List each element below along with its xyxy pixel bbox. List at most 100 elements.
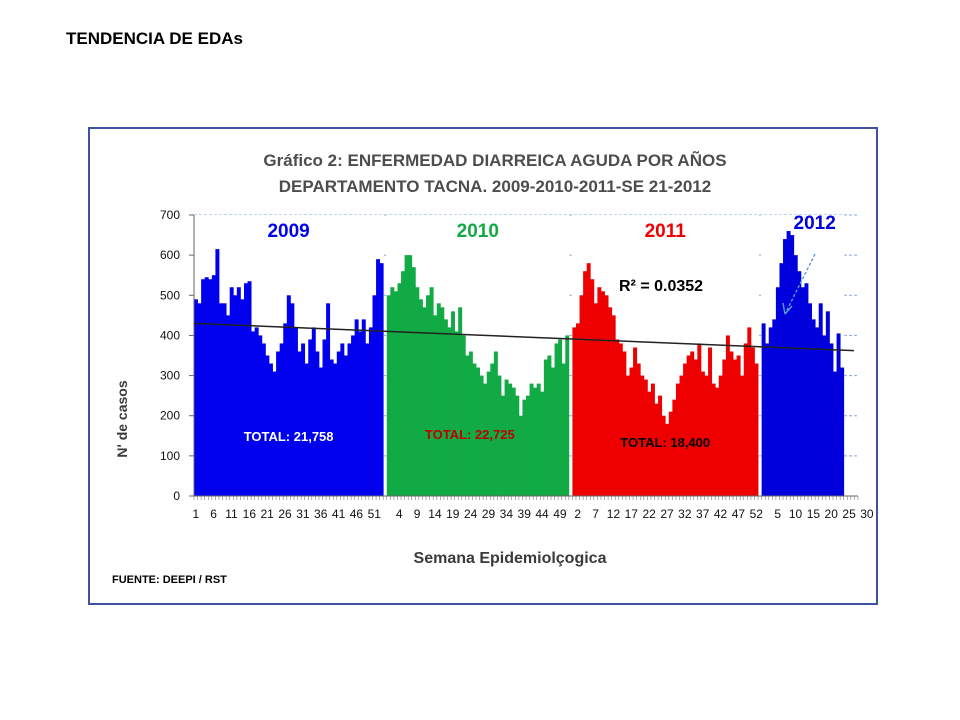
x-tick-label: 12 [607,507,621,521]
bar-2010-36 [511,387,516,496]
bar-2011-47 [736,355,741,496]
bar-2011-43 [722,359,727,496]
bar-2010-49 [558,339,563,496]
bar-2009-22 [268,363,273,496]
trend-line [193,322,855,352]
series-label-2010: 2010 [457,221,499,242]
bar-2011-27 [665,423,670,496]
chart-svg: Gráfico 2: ENFERMEDAD DIARREICA AGUDA PO… [90,129,876,603]
series-label-2011: 2011 [645,221,687,242]
bar-2011-50 [747,327,752,496]
bar-2009-30 [297,351,302,496]
bar-2011-51 [750,347,755,496]
bar-2009-36 [318,367,323,496]
bar-2010-10 [418,299,423,496]
bar-2010-2 [390,287,395,496]
bar-2009-47 [358,331,363,496]
bar-2009-4 [204,277,209,496]
y-tick-label: 500 [160,288,180,302]
bar-2012-5 [775,287,780,496]
bar-2011-30 [675,383,680,496]
bar-2009-19 [258,335,263,496]
x-tick-label: 44 [535,507,549,521]
bar-2009-20 [261,343,266,496]
bar-2011-17 [629,367,634,496]
x-tick-label: 47 [732,507,746,521]
bar-2010-16 [440,307,445,496]
bar-2009-29 [293,327,298,496]
y-tick-labels: 0 100 200 300 400 500 600 700 [160,208,180,503]
bar-2010-28 [483,383,488,496]
bar-2012-17 [818,303,823,496]
bar-2012-2 [765,343,770,496]
bar-2011-22 [647,391,652,496]
x-tick-label: 41 [332,507,346,521]
bar-2011-34 [690,351,695,496]
x-tick-label: 16 [243,507,257,521]
bar-2011-7 [593,303,598,496]
x-tick-label: 37 [696,507,710,521]
series-total-2009: TOTAL: 21,758 [244,429,334,444]
bar-2011-44 [725,335,730,496]
bar-2009-38 [326,303,331,496]
bar-2009-10 [226,315,231,496]
bar-2011-9 [600,291,605,496]
bar-2010-8 [411,267,416,496]
bar-2010-22 [461,335,466,496]
x-tick-labels: 1 6 11 16 21 26 31 36 41 46 51 4 9 14 19 24 29 34 39 44 49 2 7… [192,507,873,521]
x-tick-label: 11 [225,507,238,521]
bar-2009-23 [272,371,277,496]
bar-2011-11 [608,307,613,496]
bar-2011-12 [611,315,616,496]
bar-2010-35 [508,383,513,496]
bars [193,215,845,497]
bar-2010-1 [386,295,391,496]
bar-2010-38 [518,415,523,496]
annotation-arrow-head [782,302,793,315]
x-tick-label: 6 [210,507,217,521]
bar-2009-21 [265,355,270,496]
bar-2011-24 [654,403,659,496]
bar-2010-26 [476,367,480,496]
bar-2009-32 [304,363,309,496]
bar-2010-32 [497,375,502,496]
bar-2011-26 [661,415,666,496]
bar-2010-25 [472,363,477,496]
bar-2010-17 [443,319,448,496]
bar-2011-49 [743,343,748,496]
bar-2012-18 [822,335,827,496]
bar-2009-33 [308,339,313,496]
bar-2012-4 [772,319,777,496]
bar-2011-46 [733,359,738,496]
x-tick-label: 49 [553,507,567,521]
bar-2012-13 [804,283,809,496]
bar-2010-21 [458,307,463,496]
bar-2009-7 [215,249,220,496]
x-tick-label: 24 [464,507,478,521]
bar-2010-43 [536,383,541,496]
x-tick-label: 1 [192,507,199,521]
bar-2010-23 [465,355,470,496]
bar-2010-40 [526,395,530,496]
bar-2009-13 [236,287,241,496]
r-squared-annotation: R² = 0.0352 [619,278,703,295]
bar-2009-9 [222,303,227,496]
y-tick-label: 100 [160,449,180,463]
bar-2009-25 [279,343,284,496]
bar-2011-42 [718,375,723,496]
series-label-2012: 2012 [794,213,836,234]
bar-2010-34 [504,379,509,496]
bar-2010-6 [404,255,409,496]
bar-2012-1 [761,323,766,496]
bar-2012-20 [829,343,834,496]
bar-2011-52 [754,363,759,496]
y-tick-label: 400 [160,328,180,342]
bar-2012-10 [793,255,798,496]
bar-2012-15 [811,319,816,496]
bar-2011-45 [729,351,734,496]
bar-2012-3 [768,327,773,496]
bar-2011-28 [668,411,673,496]
bar-2009-16 [247,281,252,496]
bar-2010-5 [401,271,406,496]
x-tick-label: 25 [842,507,856,521]
